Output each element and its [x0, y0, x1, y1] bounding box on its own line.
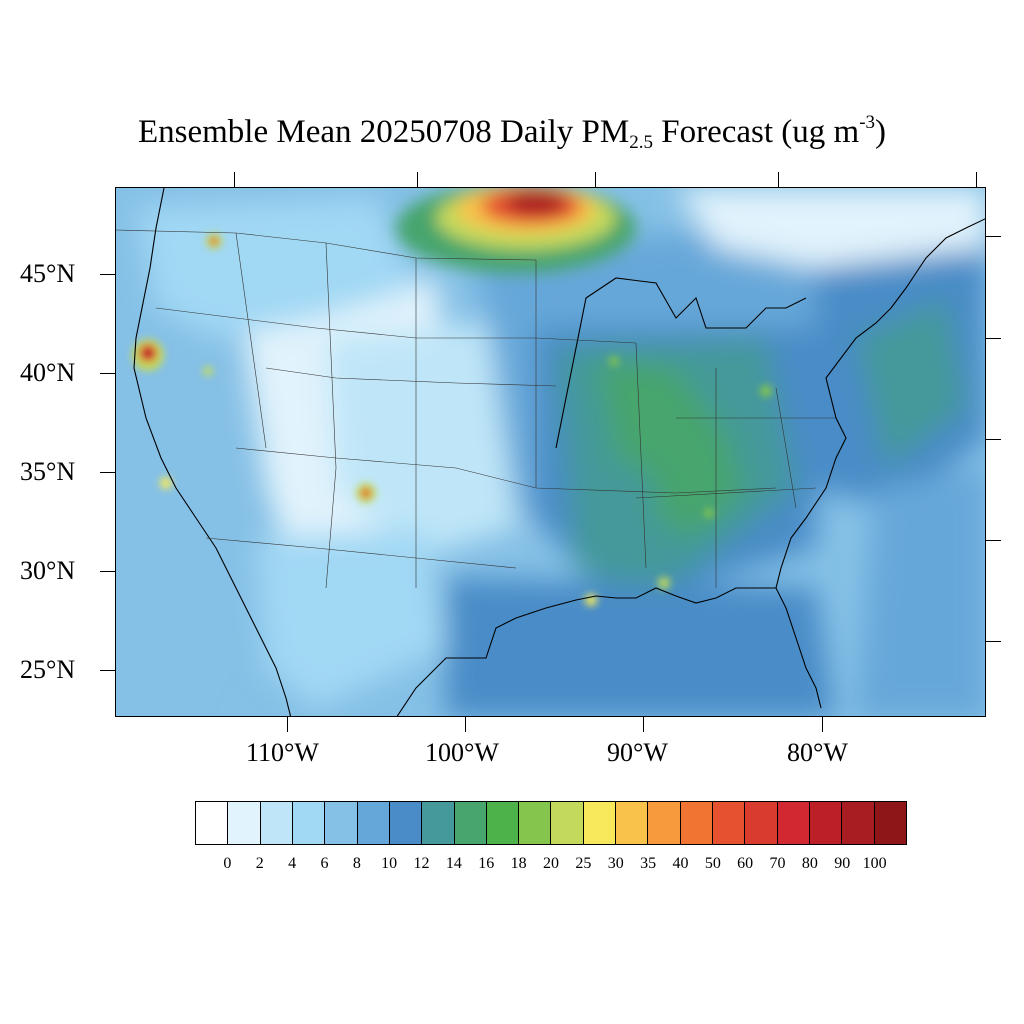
colorbar-level-label: 2 [255, 855, 264, 872]
colorbar-swatch [616, 802, 649, 844]
colorbar-level-label: 70 [769, 855, 786, 872]
colorbar-swatch [842, 802, 875, 844]
top-tick-3 [595, 172, 596, 187]
lat-label-35: 35°N [20, 457, 76, 486]
colorbar [195, 801, 907, 845]
lat-label-30: 30°N [20, 556, 76, 585]
lon-tick-80 [822, 717, 823, 732]
colorbar-level-label: 25 [575, 855, 592, 872]
right-tick-4 [986, 540, 1001, 541]
title-subscript: 2.5 [629, 132, 653, 153]
colorbar-swatch [389, 802, 423, 844]
colorbar-swatch [745, 802, 778, 844]
lat-tick-45 [100, 274, 115, 275]
canada-smoke-plume [396, 188, 636, 273]
colorbar-swatch [519, 802, 552, 844]
chart-title: Ensemble Mean 20250708 Daily PM2.5 Forec… [0, 112, 1024, 154]
colorbar-swatch [648, 802, 681, 844]
title-units: Forecast (ug m [653, 114, 860, 150]
colorbar-swatch [292, 802, 326, 844]
colorbar-level-label: 60 [737, 855, 754, 872]
colorbar-swatch [422, 802, 455, 844]
lon-tick-110 [287, 717, 288, 732]
colorbar-level-label: 12 [413, 855, 430, 872]
title-main: Ensemble Mean 20250708 Daily PM [137, 114, 630, 150]
lat-tick-40 [100, 373, 115, 374]
colorbar-swatch [777, 802, 810, 844]
coastlines [133, 188, 985, 716]
pm25-map [115, 187, 986, 717]
colorbar-level-label: 10 [381, 855, 398, 872]
top-tick-4 [778, 172, 779, 187]
colorbar-level-label: 6 [320, 855, 329, 872]
colorbar-level-label: 14 [445, 855, 462, 872]
colorbar-swatch [874, 802, 906, 844]
colorbar-swatch [325, 802, 358, 844]
colorbar-level-label: 35 [640, 855, 657, 872]
colorbar-level-label: 4 [288, 855, 297, 872]
title-close-paren: ) [875, 114, 887, 150]
colorbar-level-label: 90 [834, 855, 851, 872]
colorbar-level-label: 30 [607, 855, 624, 872]
colorbar-level-label: 100 [862, 855, 887, 872]
colorbar-swatch [196, 802, 229, 844]
lat-label-25: 25°N [20, 655, 76, 684]
colorbar-level-label: 16 [478, 855, 495, 872]
lat-tick-25 [100, 670, 115, 671]
colorbar-level-label: 8 [352, 855, 361, 872]
concentration-field [116, 188, 985, 716]
colorbar-swatch [713, 802, 746, 844]
colorbar-swatch [357, 802, 390, 844]
colorbar-level-label: 40 [672, 855, 689, 872]
lat-label-40: 40°N [20, 358, 76, 387]
colorbar-level-label: 18 [510, 855, 527, 872]
colorbar-level-label: 20 [543, 855, 559, 872]
colorbar-swatch [680, 802, 713, 844]
lon-tick-100 [465, 717, 466, 732]
lon-label-90: 90°W [607, 738, 668, 767]
colorbar-swatch [486, 802, 520, 844]
colorbar-swatch [809, 802, 843, 844]
top-tick-1 [234, 172, 235, 187]
colorbar-swatch [454, 802, 487, 844]
colorbar-swatch [551, 802, 584, 844]
lat-label-45: 45°N [20, 259, 76, 288]
right-tick-2 [986, 338, 1001, 339]
state-borders [116, 229, 836, 589]
right-tick-1 [986, 236, 1001, 237]
title-superscript: -3 [859, 112, 876, 133]
lon-label-110: 110°W [246, 738, 319, 767]
colorbar-level-label: 50 [704, 855, 721, 872]
lon-tick-90 [643, 717, 644, 732]
colorbar-swatch [260, 802, 293, 844]
top-tick-2 [417, 172, 418, 187]
colorbar-swatch [583, 802, 617, 844]
lat-tick-35 [100, 472, 115, 473]
top-tick-5 [976, 172, 977, 187]
colorbar-level-label: 0 [223, 855, 232, 872]
lon-label-80: 80°W [787, 738, 848, 767]
map-canvas [116, 188, 985, 716]
colorbar-swatch [228, 802, 261, 844]
lon-label-100: 100°W [425, 738, 499, 767]
right-tick-3 [986, 439, 1001, 440]
colorbar-level-label: 80 [801, 855, 818, 872]
right-tick-5 [986, 641, 1001, 642]
fire-hotspots [132, 233, 772, 606]
lat-tick-30 [100, 571, 115, 572]
